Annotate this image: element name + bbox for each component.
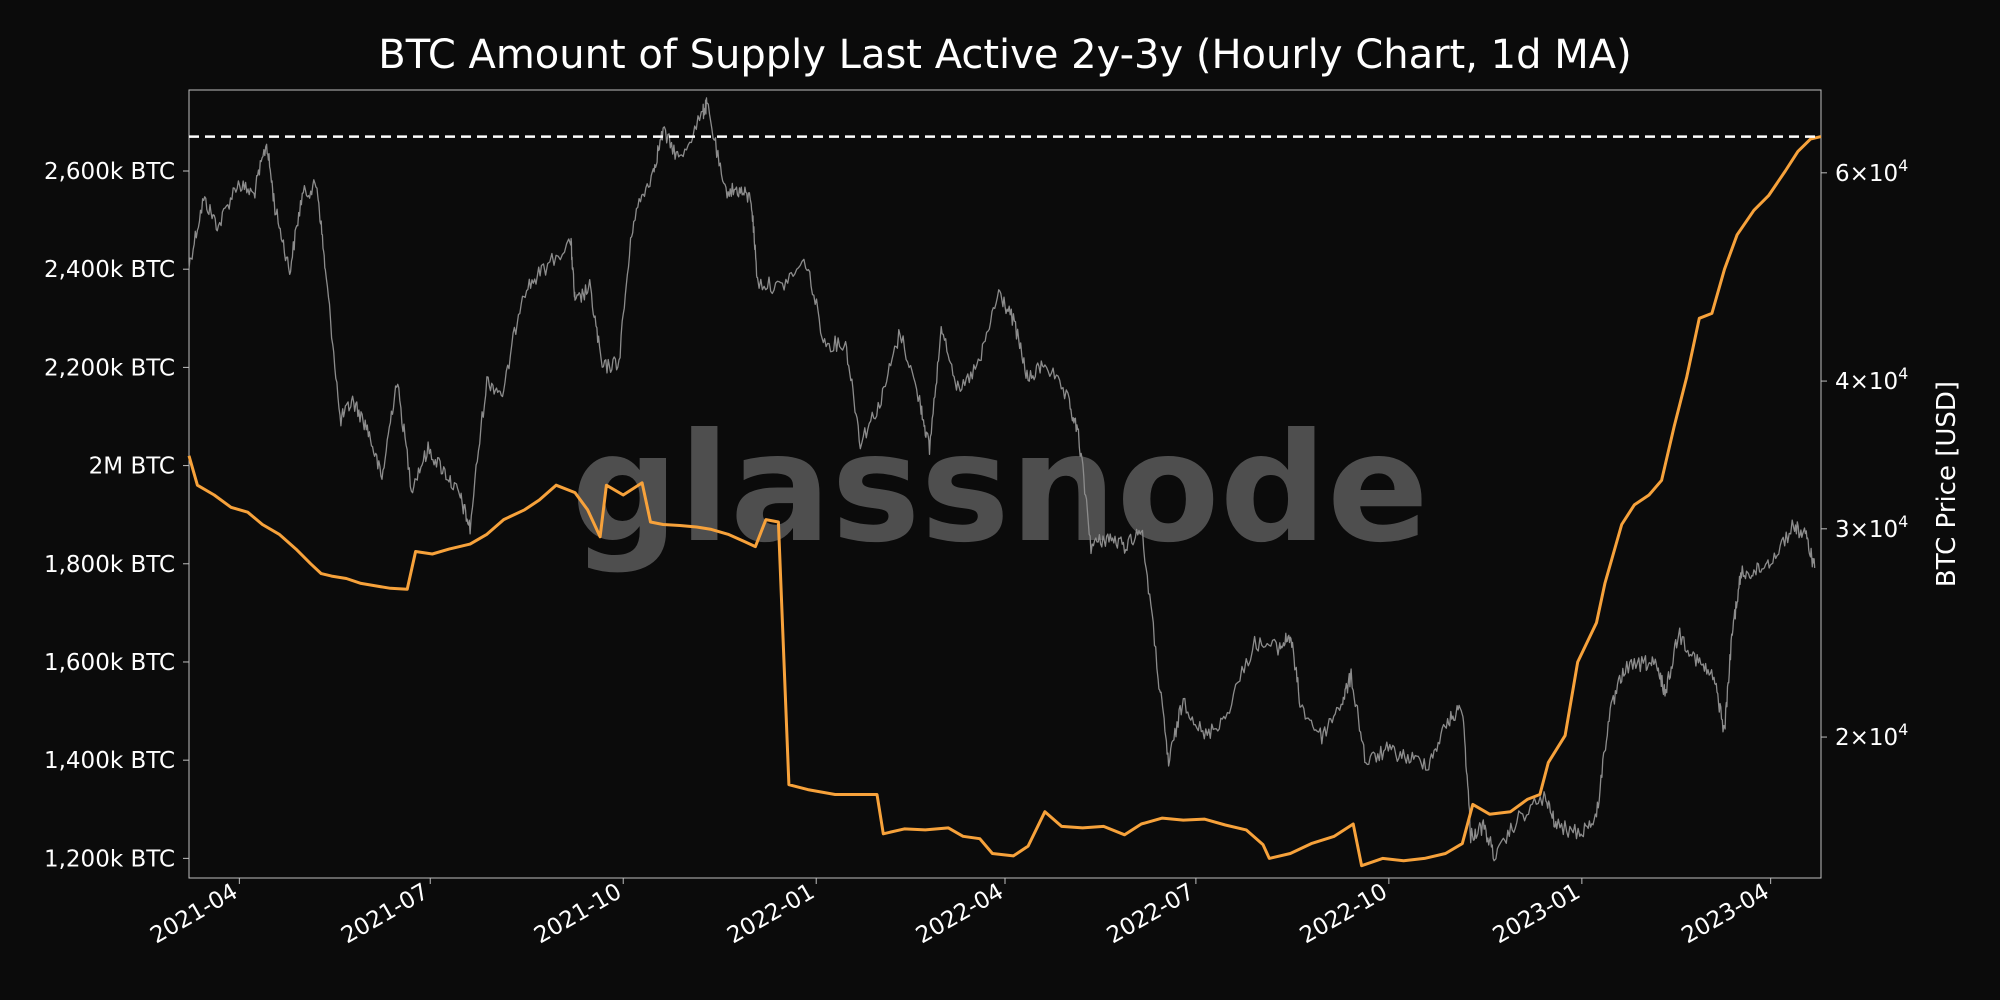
y-left-tick-label: 1,400k BTC: [44, 748, 175, 774]
price-series-layer: [188, 97, 1816, 862]
y-right-tick-label: 6×104: [1835, 156, 1908, 187]
y-left-tick-label: 2M BTC: [89, 454, 175, 480]
watermark: glassnode: [571, 402, 1429, 576]
y-left-tick-label: 2,600k BTC: [44, 159, 175, 185]
y-right-tick-label: 2×104: [1835, 720, 1908, 751]
y-left-tick-label: 2,400k BTC: [44, 257, 175, 283]
y-right-tick-label: 4×104: [1835, 364, 1908, 395]
y-left-tick-label: 1,200k BTC: [44, 846, 175, 872]
y-left-tick-label: 1,800k BTC: [44, 552, 175, 578]
y-right-axis-label: BTC Price [USD]: [1932, 381, 1962, 587]
y-right-tick-label: 3×104: [1835, 512, 1908, 543]
supply-series-layer: [187, 135, 1822, 868]
chart-title: BTC Amount of Supply Last Active 2y-3y (…: [378, 32, 1631, 78]
y-left-axis: 1,200k BTC 1,400k BTC 1,600k BTC 1,800k BTC…: [44, 159, 189, 872]
price-series-line: [188, 97, 1816, 862]
y-left-tick-label: 2,200k BTC: [44, 355, 175, 381]
y-right-axis: 2×104 3×104 4×104 6×104: [1821, 156, 1908, 751]
supply-series-line: [187, 135, 1822, 868]
y-left-tick-label: 1,600k BTC: [44, 650, 175, 676]
